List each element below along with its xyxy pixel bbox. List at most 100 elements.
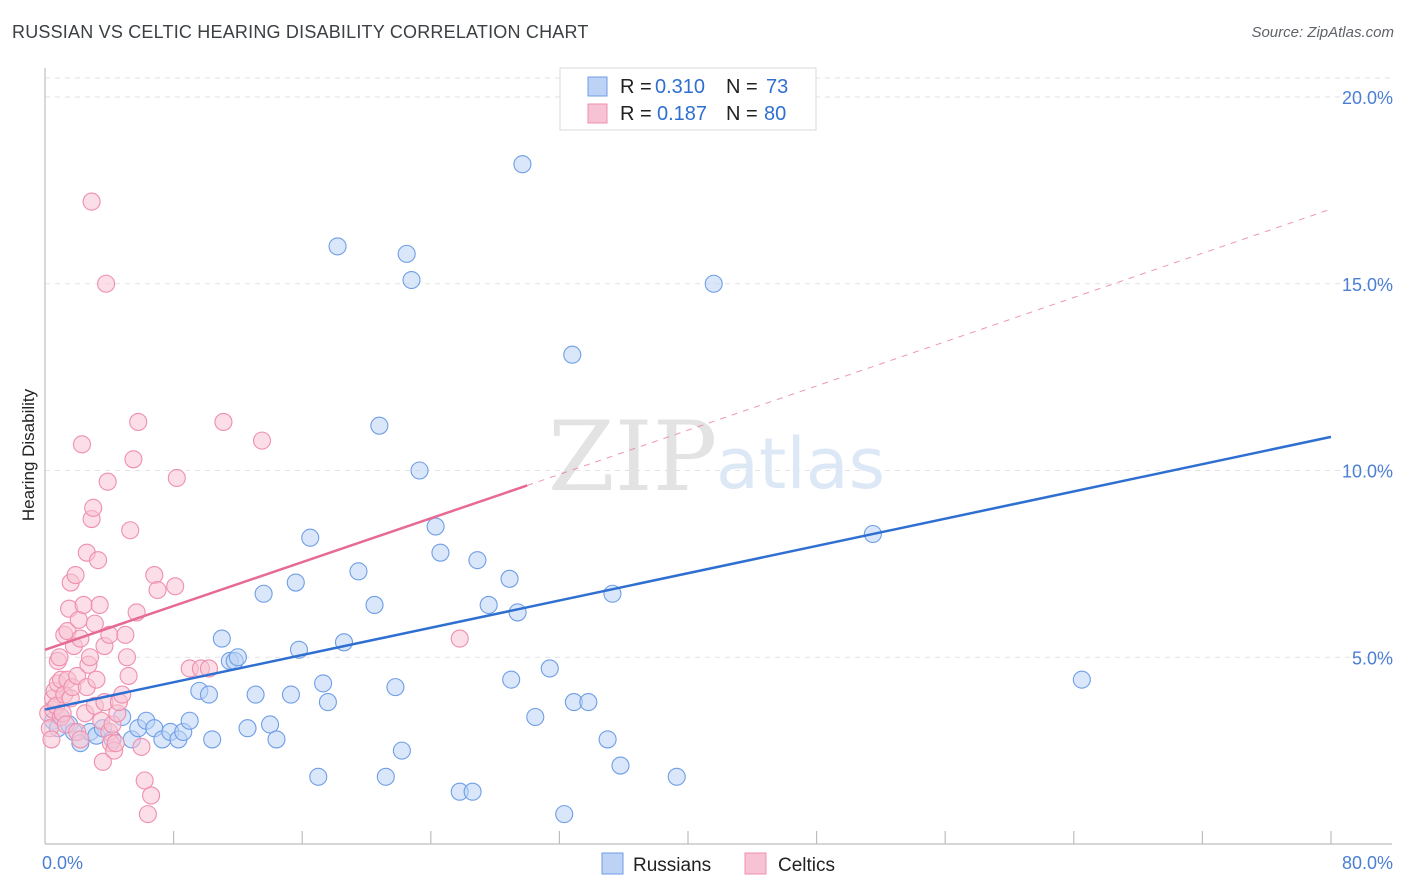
data-point-russians [704,274,723,293]
data-point-celtics [72,435,92,454]
data-point-russians [328,237,347,256]
data-point-celtics [145,566,164,585]
data-point-russians [563,345,582,364]
trend-line-celtics-extension [527,208,1332,486]
data-point-celtics [124,450,143,469]
data-point-russians [246,685,265,704]
watermark-zip: ZIP [548,401,717,513]
data-point-russians [513,155,532,174]
data-point-russians [212,629,231,648]
data-point-celtics [166,577,185,596]
legend-r-value: 0.310 [655,76,705,98]
data-point-celtics [74,595,93,615]
data-point-russians [598,730,617,749]
data-point-russians [540,659,559,678]
data-point-celtics [142,786,161,805]
data-point-russians [281,685,300,704]
russians-points [43,155,1091,824]
legend-swatch-russians [587,76,608,97]
data-point-russians [260,715,280,734]
trend-line-russians [44,435,1332,711]
legend-swatch-russians [601,852,624,875]
y-tick-label: 5.0% [1352,648,1393,668]
legend-swatch-celtics [587,103,608,124]
y-axis-title: Hearing Disability [19,388,38,521]
data-point-russians [463,782,482,801]
data-point-russians [376,767,395,786]
data-point-russians [502,670,521,689]
tick-labels: 5.0% 10.0% 15.0% 20.0% 0.0% 80.0% [42,88,1393,873]
data-point-russians [203,730,222,749]
series-legend: Russians Celtics [601,852,835,876]
data-point-russians [667,767,686,786]
data-point-russians [500,569,519,588]
y-tick-label: 20.0% [1342,88,1393,108]
data-point-celtics [69,610,88,629]
data-point-celtics [50,648,69,667]
legend-r-label: R = [620,103,652,125]
celtics-points [39,192,469,824]
data-point-russians [314,674,333,693]
data-point-russians [318,693,337,712]
data-point-celtics [167,468,186,488]
data-point-celtics [106,734,125,753]
data-point-russians [468,551,487,570]
data-point-celtics [135,771,154,790]
data-point-russians [370,416,389,435]
data-point-celtics [80,648,100,667]
data-point-russians [1072,670,1091,689]
correlation-legend: R = 0.310 N = 73 R = 0.187 N = 80 [559,67,817,131]
data-point-russians [402,270,421,290]
data-point-russians [180,711,199,730]
data-point-celtics [90,595,109,615]
data-point-russians [301,528,320,547]
data-point-russians [410,461,429,480]
data-point-russians [579,693,598,712]
data-point-celtics [84,498,103,517]
x-tick-label: 80.0% [1342,853,1393,873]
y-tick-label: 10.0% [1342,462,1393,482]
data-point-russians [267,730,286,749]
legend-r-label: R = [620,76,652,98]
data-point-celtics [132,737,151,756]
data-point-celtics [119,666,138,685]
legend-label-russians: Russians [633,855,711,876]
data-point-russians [397,244,416,263]
legend-n-label: N = [726,103,758,125]
watermark-atlas: atlas [716,423,885,505]
data-point-russians [386,678,405,697]
data-point-russians [228,648,247,667]
legend-n-value: 80 [764,103,786,125]
data-point-celtics [82,192,101,211]
data-point-russians [238,719,257,738]
data-point-russians [426,517,445,536]
legend-r-value: 0.187 [657,103,707,125]
data-point-celtics [93,752,112,771]
data-point-russians [286,573,305,592]
data-point-celtics [214,412,233,431]
legend-swatch-celtics [744,852,767,875]
legend-n-value: 73 [766,76,788,98]
data-point-russians [555,805,574,824]
data-point-russians [392,741,411,760]
data-point-celtics [252,431,272,450]
legend-label-celtics: Celtics [778,855,835,876]
data-point-russians [365,595,384,615]
watermark: ZIP atlas [548,401,885,513]
data-point-celtics [87,670,106,689]
data-point-celtics [71,730,90,749]
data-point-celtics [116,625,135,644]
data-point-russians [349,562,368,581]
data-point-celtics [88,551,108,570]
data-point-russians [611,756,630,775]
data-point-celtics [450,629,469,648]
data-point-celtics [97,274,116,293]
data-point-celtics [66,566,85,585]
data-point-celtics [121,521,140,540]
data-point-celtics [42,730,61,749]
data-point-celtics [98,472,117,491]
y-tick-label: 15.0% [1342,275,1393,295]
source-label: Source: ZipAtlas.com [1251,24,1394,41]
data-point-celtics [117,648,137,667]
gridlines [45,77,1392,658]
